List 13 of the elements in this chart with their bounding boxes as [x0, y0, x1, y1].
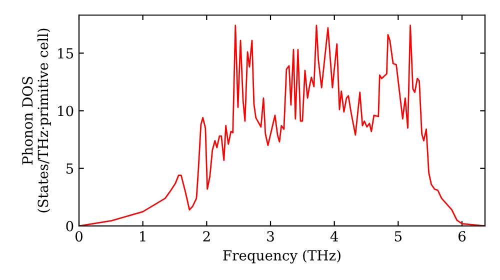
x-tick-label: 1	[140, 231, 146, 242]
x-tick-label: 3	[267, 231, 274, 242]
y-tick-label: 0	[66, 220, 74, 232]
y-tick-label: 10	[58, 106, 74, 116]
x-tick-label: 6	[458, 231, 466, 242]
y-axis-title: Phonon DOS (States/THz·primitive cell)	[22, 28, 51, 212]
x-axis-title: Frequency (THz)	[223, 250, 340, 264]
x-tick-label: 4	[330, 231, 338, 242]
x-tick-label: 0	[75, 231, 82, 242]
x-tick-label: 5	[394, 231, 402, 242]
x-tick-label: 2	[203, 231, 210, 242]
y-tick-label: 15	[58, 48, 74, 59]
y-tick-label: 5	[66, 164, 74, 174]
